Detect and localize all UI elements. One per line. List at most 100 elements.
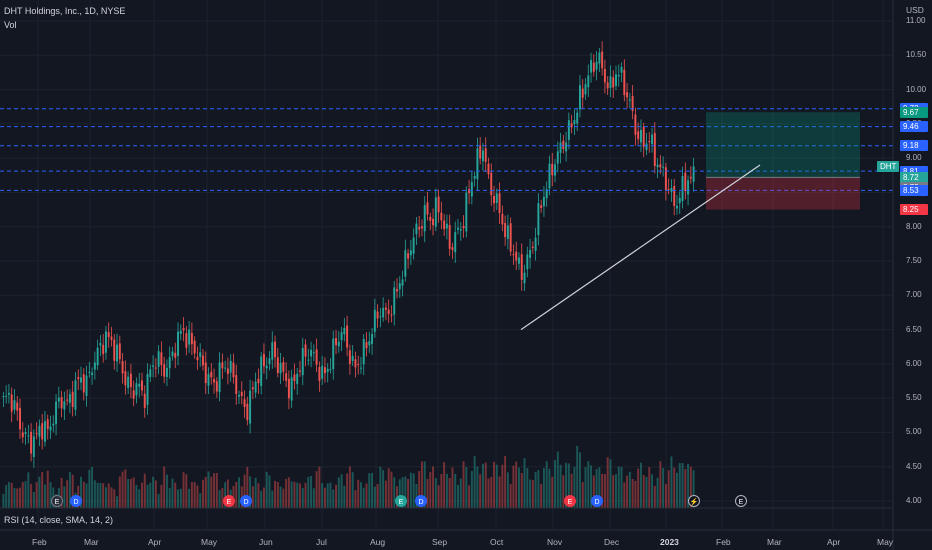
candle-body: [102, 344, 105, 355]
candle-body: [653, 133, 656, 167]
volume-bar: [96, 482, 99, 508]
volume-bar: [13, 487, 16, 508]
event-marker: D: [415, 495, 427, 507]
volume-bar: [393, 477, 396, 508]
time-axis-label: Jun: [259, 537, 273, 547]
candle-body: [246, 403, 249, 421]
volume-bar: [603, 474, 606, 508]
volume-bar: [451, 467, 454, 508]
candle-body: [279, 363, 282, 374]
candle-body: [177, 331, 179, 356]
rsi-indicator-label[interactable]: RSI (14, close, SMA, 14, 2): [4, 515, 114, 525]
candle-body: [603, 68, 606, 83]
candle-body: [656, 164, 659, 168]
candle-body: [307, 359, 310, 361]
volume-bar: [182, 472, 185, 508]
candle-body: [276, 357, 279, 373]
volume-bar: [213, 473, 216, 508]
volume-bar: [373, 486, 376, 508]
volume-bar: [43, 484, 46, 508]
volume-bar: [146, 484, 149, 508]
time-axis-label: Feb: [716, 537, 731, 547]
volume-bar: [60, 477, 63, 508]
volume-bar: [426, 479, 429, 508]
volume-bar: [285, 478, 288, 508]
candle-body: [687, 180, 690, 195]
candle-body: [104, 331, 107, 353]
candle-body: [188, 329, 191, 345]
candle-body: [609, 76, 612, 88]
price-axis-label: 5.50: [906, 393, 922, 403]
volume-bar: [249, 476, 252, 508]
volume-bar: [251, 486, 254, 508]
candle-body: [481, 150, 484, 162]
candle-body: [77, 377, 80, 380]
volume-bar: [606, 457, 609, 508]
candle-body: [113, 339, 116, 361]
volume-bar: [232, 485, 235, 508]
candle-body: [645, 143, 648, 150]
volume-bar: [41, 472, 44, 508]
candle-body: [99, 343, 102, 346]
volume-bar: [68, 472, 71, 508]
volume-bar: [481, 463, 484, 508]
event-marker-letter: E: [227, 499, 232, 506]
volume-bar: [152, 476, 155, 508]
volume-bar: [32, 492, 35, 508]
candle-body: [551, 163, 554, 176]
volume-bar: [437, 485, 440, 508]
candle-body: [662, 166, 665, 168]
candle-body: [354, 359, 357, 368]
volume-bar: [376, 484, 379, 508]
event-marker: E: [223, 495, 235, 507]
volume-bar: [296, 482, 299, 508]
volume-bar: [351, 472, 354, 508]
candle-body: [387, 309, 390, 314]
symbol-title[interactable]: DHT Holdings, Inc., 1D, NYSE: [4, 6, 126, 16]
volume-label[interactable]: Vol: [4, 20, 17, 30]
volume-bar: [226, 479, 229, 508]
volume-bar: [16, 488, 19, 508]
volume-bar: [80, 476, 82, 508]
volume-bar: [85, 483, 88, 508]
candle-body: [432, 218, 435, 226]
candle-body: [60, 396, 63, 409]
candle-body: [124, 371, 127, 386]
candle-body: [523, 272, 526, 284]
candle-body: [224, 367, 227, 369]
volume-bar: [7, 482, 10, 508]
candle-body: [143, 393, 146, 409]
volume-bar: [404, 476, 407, 508]
candle-body: [676, 205, 678, 209]
event-marker: E: [735, 495, 747, 507]
volume-bar: [487, 478, 490, 508]
volume-bar: [5, 485, 8, 508]
volume-bar: [185, 474, 188, 508]
volume-bar: [301, 488, 304, 508]
candle-body: [91, 372, 94, 376]
candle-body: [337, 341, 340, 347]
volume-bar: [434, 478, 437, 508]
candle-body: [274, 341, 277, 358]
volume-bar: [409, 472, 412, 508]
volume-bar: [473, 456, 476, 508]
volume-bar: [448, 477, 451, 508]
candle-body: [612, 77, 615, 88]
candle-body: [149, 369, 152, 377]
candle-body: [46, 419, 49, 429]
candle-body: [626, 92, 629, 98]
volume-bar: [163, 466, 166, 508]
candle-body: [271, 342, 274, 360]
candle-body: [296, 373, 299, 385]
volume-bar: [19, 487, 21, 508]
volume-bar: [315, 471, 318, 508]
candle-body: [581, 88, 584, 98]
candle-body: [52, 423, 55, 426]
candle-body: [329, 369, 332, 371]
volume-bar: [337, 477, 340, 508]
volume-bar: [107, 483, 110, 508]
candle-body: [398, 283, 401, 290]
candle-body: [390, 314, 393, 316]
price-axis-label: 10.50: [906, 50, 927, 60]
